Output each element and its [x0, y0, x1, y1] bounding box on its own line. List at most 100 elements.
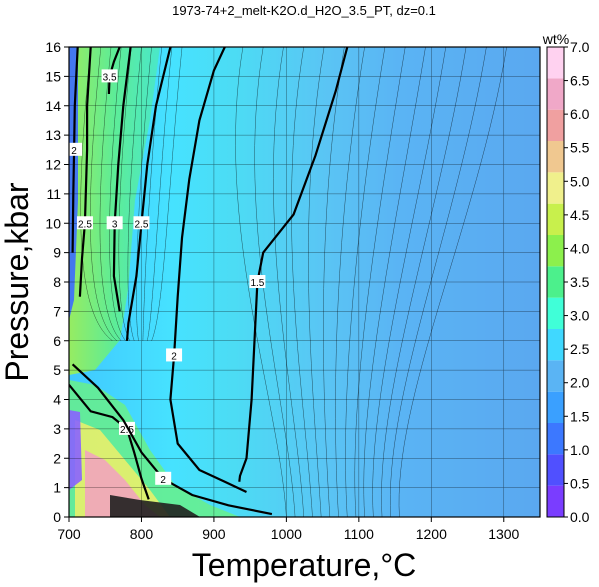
colorbar-segment-1 [547, 454, 564, 486]
thin-contour-7 [345, 47, 386, 517]
colorbar-tick-label-1: 0.5 [570, 475, 590, 491]
contour-label-box-3 [106, 216, 123, 230]
colorbar-tick-label-5: 2.5 [570, 341, 590, 357]
thin-contour-upper-0 [80, 47, 113, 341]
y-tick-label-7: 7 [53, 303, 61, 319]
contour-label-5: 2 [69, 142, 83, 157]
contour-label-text-6: 3.5 [103, 72, 117, 83]
y-tick-label-13: 13 [45, 127, 61, 143]
colorbar-tick-label-14: 7.0 [570, 39, 590, 55]
contour-label-text-2: 2.5 [135, 219, 149, 230]
colorbar-segment-14 [547, 47, 564, 79]
x-axis-title: Temperature,°C [192, 547, 416, 583]
colorbar-tick-label-10: 5.0 [570, 173, 590, 189]
y-tick-label-0: 0 [53, 509, 61, 525]
contour-line-8 [71, 363, 273, 516]
y-tick-label-12: 12 [45, 157, 61, 173]
contour-label-1: 2 [166, 348, 183, 362]
y-tick-label-4: 4 [53, 392, 61, 408]
x-tick-label-4: 1100 [344, 526, 374, 542]
contour-line-3 [112, 47, 132, 312]
colorbar-tick-label-2: 1.0 [570, 442, 590, 458]
colorbar-segment-8 [547, 235, 564, 267]
thin-contour-6 [335, 47, 365, 517]
colorbar-tick-label-8: 4.0 [570, 240, 590, 256]
thin-contour-5 [323, 47, 345, 517]
contour-label-box-6 [101, 69, 118, 83]
contour-label-text-8: 2 [160, 475, 166, 486]
x-tick-label-1: 800 [130, 526, 154, 542]
y-tick-label-5: 5 [53, 362, 61, 378]
contour-label-2: 2.5 [133, 216, 150, 230]
colorbar-tick-label-7: 3.5 [570, 274, 590, 290]
colorbar-tick-label-12: 6.0 [570, 106, 590, 122]
thin-contour-upper-1 [90, 47, 117, 341]
thin-contour-8 [354, 47, 406, 517]
colorbar-segment-9 [547, 203, 564, 235]
thin-contour-upper-2 [99, 47, 122, 341]
contour-label-6: 3.5 [101, 69, 118, 83]
contour-label-box-2 [133, 216, 150, 230]
contour-label-4: 2.5 [76, 216, 93, 230]
plot-area: 1.5 2 2.5 3 2.5 2 3.5 2.5 2 [69, 47, 540, 517]
colorbar-tick-label-13: 6.5 [570, 73, 590, 89]
colorbar-label: wt% [542, 31, 569, 47]
contour-lines: 1.5 2 2.5 3 2.5 2 3.5 2.5 2 [69, 47, 349, 516]
x-tick-label-6: 1300 [488, 526, 519, 542]
contour-label-text-4: 2.5 [78, 219, 92, 230]
y-tick-label-11: 11 [46, 186, 61, 202]
x-tick-label-3: 1000 [271, 526, 302, 542]
colorbar-segment-10 [547, 172, 564, 204]
y-axis-title: Pressure,kbar [0, 182, 35, 382]
x-axis: 700 800 900 1000 1100 1200 1300 [57, 517, 520, 542]
thin-contour-1 [254, 47, 296, 517]
colorbar-tick-label-0: 0.0 [570, 509, 590, 525]
contour-line-4 [78, 47, 92, 297]
y-tick-label-9: 9 [53, 245, 61, 261]
x-tick-label-2: 900 [202, 526, 226, 542]
thin-contour-upper-5 [127, 47, 142, 341]
pink-region-low [85, 450, 160, 517]
colorbar-tick-label-11: 5.5 [570, 140, 590, 156]
thin-contour-upper-8 [147, 47, 173, 341]
thin-contours [80, 47, 507, 517]
contour-label-7: 2.5 [118, 421, 135, 436]
thin-contour-3 [291, 47, 313, 517]
thin-contour-upper-9 [151, 47, 183, 341]
y-tick-label-16: 16 [45, 39, 61, 55]
thin-contour-4 [308, 47, 325, 517]
y-tick-label-10: 10 [45, 215, 61, 231]
y-tick-label-8: 8 [53, 274, 61, 290]
contour-label-8: 2 [155, 471, 172, 486]
contour-label-text-3: 3 [112, 219, 118, 230]
thin-contour-upper-3 [109, 47, 126, 341]
y-tick-label-14: 14 [45, 98, 61, 114]
y-tick-label-1: 1 [53, 480, 61, 496]
contour-label-box-1 [166, 348, 183, 362]
colorbar-segment-7 [547, 266, 564, 298]
contour-label-text-5: 2 [71, 146, 77, 157]
chart-title: 1973-74+2_melt-K2O.d_H2O_3.5_PT, dz=0.1 [172, 3, 436, 18]
colorbar-tick-label-9: 4.5 [570, 207, 590, 223]
contour-label-0: 1.5 [249, 275, 266, 289]
colorbar-segment-3 [547, 391, 564, 423]
contour-line-1 [169, 47, 247, 493]
colorbar-segment-2 [547, 423, 564, 455]
thin-contour-upper-4 [118, 47, 132, 341]
colorbar-segment-6 [547, 297, 564, 329]
colorbar-segment-12 [547, 109, 564, 141]
thin-contour-13 [398, 47, 507, 517]
dark-region-low [110, 495, 200, 517]
colorbar-segment-4 [547, 360, 564, 392]
contour-line-6 [107, 47, 121, 95]
thin-contour-upper-6 [136, 47, 152, 341]
colorbar-segment-11 [547, 141, 564, 173]
contour-label-box-8 [155, 471, 172, 485]
contour-label-box-4 [76, 216, 93, 230]
thin-contour-11 [381, 47, 467, 517]
y-tick-label-2: 2 [53, 450, 61, 466]
contour-label-text-1: 2 [171, 351, 177, 362]
y-tick-label-15: 15 [45, 68, 61, 84]
